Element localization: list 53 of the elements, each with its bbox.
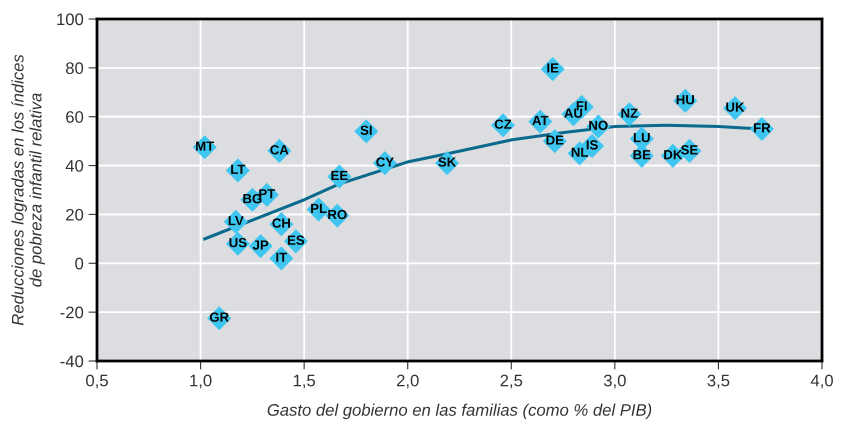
annotation: ES [288,236,304,245]
y-tick-label: 40 [66,160,84,172]
x-axis-title: Gasto del gobierno en las familias (como % del PIB) [268,404,652,420]
y-tick-label: 60 [66,111,84,123]
annotation: RO [328,210,347,220]
annotation: UK [726,102,744,112]
annotation: FR [754,123,770,132]
y-axis-title: Reducciones logradas en los índices de pobreza infantil relativa [11,54,45,326]
annotation: US [229,238,247,248]
x-tick-label: 2,0 [396,374,419,388]
annotation: CA [270,145,288,154]
x-tick-label: 1,5 [294,374,316,388]
annotation: LU [634,133,650,142]
y-tick-label: -20 [60,306,84,318]
annotation: NZ [621,108,638,118]
annotation: AT [532,116,548,126]
y-tick-label: 80 [66,62,84,74]
annotation: BE [634,150,650,160]
annotation: LT [231,164,246,174]
annotation: JP [252,240,268,250]
annotation: SK [438,157,456,167]
annotation: PL [311,204,327,213]
annotation: LV [228,216,244,226]
annotation: PT [259,189,276,198]
annotation: DK [664,150,682,160]
annotation: DE [546,135,564,145]
annotation: NO [589,120,608,130]
annotation: NL [572,148,588,157]
annotation: CY [376,157,394,167]
annotation: IS [586,140,598,150]
annotation: IE [547,63,558,72]
y-tick-label: 20 [66,208,84,221]
y-tick-label: 0 [75,258,84,270]
annotation: SI [360,126,372,135]
annotation: HU [676,95,694,104]
annotation: CH [272,218,290,228]
annotation: BG [243,194,262,204]
annotation: AU [564,108,582,118]
annotation: GR [210,312,229,322]
y-tick-label: 100 [57,13,84,26]
annotation: SE [681,145,698,154]
x-tick-label: 3,0 [604,374,626,388]
x-tick-label: 0,5 [86,374,108,388]
annotation: CZ [494,119,512,129]
x-tick-label: 4,0 [810,374,833,388]
annotation: FI [576,101,587,110]
x-tick-label: 2,5 [500,374,522,388]
y-tick-label: -40 [60,355,84,368]
annotation: IT [276,252,288,262]
annotation: MT [196,142,214,151]
annotation: EE [331,170,348,180]
x-tick-label: 1,0 [190,374,212,388]
x-tick-label: 3,5 [707,374,730,388]
